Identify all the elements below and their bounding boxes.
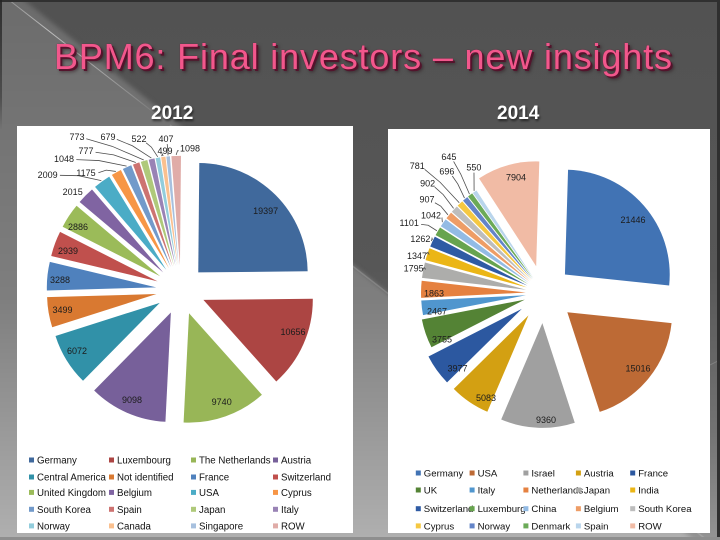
svg-text:773: 773 xyxy=(69,132,84,142)
svg-text:UK: UK xyxy=(424,486,438,497)
svg-text:Cyprus: Cyprus xyxy=(281,488,312,499)
svg-text:France: France xyxy=(638,469,668,480)
svg-text:7904: 7904 xyxy=(506,173,526,183)
svg-text:India: India xyxy=(638,486,659,497)
svg-text:1863: 1863 xyxy=(424,288,444,298)
svg-text:Austria: Austria xyxy=(281,456,312,467)
svg-text:Belgium: Belgium xyxy=(584,504,619,515)
svg-text:907: 907 xyxy=(419,195,434,205)
svg-text:2939: 2939 xyxy=(58,246,78,256)
svg-text:Not identified: Not identified xyxy=(117,473,174,484)
svg-text:9360: 9360 xyxy=(536,415,556,425)
svg-text:1262: 1262 xyxy=(410,234,430,244)
svg-text:South Korea: South Korea xyxy=(638,504,692,515)
svg-text:Israel: Israel xyxy=(531,469,554,480)
svg-text:Italy: Italy xyxy=(281,505,299,516)
svg-text:696: 696 xyxy=(439,167,454,177)
svg-text:781: 781 xyxy=(410,161,425,171)
svg-text:Singapore: Singapore xyxy=(199,521,243,532)
svg-text:Germany: Germany xyxy=(424,469,464,480)
svg-text:Belgium: Belgium xyxy=(117,488,152,499)
svg-text:ROW: ROW xyxy=(638,521,662,532)
svg-text:Switzerland: Switzerland xyxy=(424,504,474,515)
svg-text:Denmark: Denmark xyxy=(531,521,570,532)
svg-text:France: France xyxy=(199,473,229,484)
svg-text:9098: 9098 xyxy=(122,395,142,405)
svg-text:1098: 1098 xyxy=(180,144,200,154)
svg-text:Spain: Spain xyxy=(117,505,142,516)
svg-text:3499: 3499 xyxy=(52,305,72,315)
svg-text:Germany: Germany xyxy=(37,456,77,467)
svg-text:15016: 15016 xyxy=(625,363,650,373)
svg-text:9740: 9740 xyxy=(212,397,232,407)
svg-text:Japan: Japan xyxy=(584,486,610,497)
svg-text:Netherlands: Netherlands xyxy=(531,486,583,497)
svg-text:6072: 6072 xyxy=(67,346,87,356)
svg-text:Luxemburg: Luxemburg xyxy=(478,504,526,515)
svg-text:Central America: Central America xyxy=(37,473,107,484)
svg-text:Austria: Austria xyxy=(584,469,615,480)
svg-text:Luxembourg: Luxembourg xyxy=(117,456,171,467)
svg-text:902: 902 xyxy=(420,178,435,188)
svg-text:2015: 2015 xyxy=(63,187,83,197)
svg-text:2467: 2467 xyxy=(427,306,447,316)
svg-text:21446: 21446 xyxy=(620,215,645,225)
svg-text:407: 407 xyxy=(158,134,173,144)
svg-text:1795: 1795 xyxy=(404,263,424,273)
svg-text:1101: 1101 xyxy=(400,218,419,228)
svg-text:679: 679 xyxy=(100,132,115,142)
svg-text:Norway: Norway xyxy=(478,521,511,532)
svg-text:2886: 2886 xyxy=(68,222,88,232)
svg-text:777: 777 xyxy=(78,146,93,156)
svg-text:2009: 2009 xyxy=(38,170,58,180)
svg-text:522: 522 xyxy=(131,134,146,144)
svg-text:1048: 1048 xyxy=(54,154,74,164)
svg-text:1347: 1347 xyxy=(407,251,427,261)
svg-text:Canada: Canada xyxy=(117,521,152,532)
svg-text:Cyprus: Cyprus xyxy=(424,521,455,532)
svg-text:645: 645 xyxy=(441,152,456,162)
svg-text:10656: 10656 xyxy=(280,327,305,337)
svg-text:The Netherlands: The Netherlands xyxy=(199,456,271,467)
svg-text:ROW: ROW xyxy=(281,521,306,532)
svg-text:1042: 1042 xyxy=(421,211,441,221)
svg-text:Japan: Japan xyxy=(199,505,225,516)
svg-text:3977: 3977 xyxy=(447,364,467,374)
svg-text:3755: 3755 xyxy=(432,334,452,344)
svg-text:499: 499 xyxy=(157,146,172,156)
svg-text:Norway: Norway xyxy=(37,521,70,532)
svg-text:Italy: Italy xyxy=(478,486,496,497)
svg-text:South Korea: South Korea xyxy=(37,505,91,516)
svg-text:19397: 19397 xyxy=(253,206,278,216)
svg-text:1175: 1175 xyxy=(76,168,95,178)
svg-text:3288: 3288 xyxy=(50,275,70,285)
svg-text:USA: USA xyxy=(478,469,498,480)
svg-text:Spain: Spain xyxy=(584,521,609,532)
svg-text:China: China xyxy=(531,504,557,515)
svg-text:550: 550 xyxy=(466,162,481,172)
svg-text:Switzerland: Switzerland xyxy=(281,473,331,484)
svg-text:5083: 5083 xyxy=(476,393,496,403)
svg-text:United Kingdom: United Kingdom xyxy=(37,488,106,499)
svg-text:USA: USA xyxy=(199,488,219,499)
